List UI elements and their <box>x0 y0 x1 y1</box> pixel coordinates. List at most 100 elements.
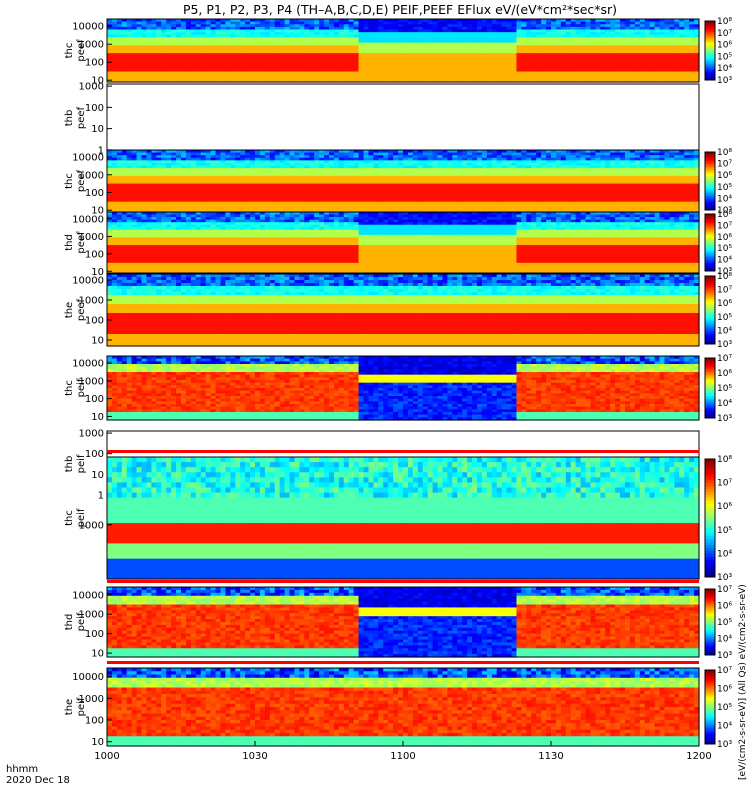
heatmap-cell <box>654 32 661 36</box>
heatmap-cell <box>319 24 325 28</box>
heatmap-cell <box>417 34 424 38</box>
heatmap-cell <box>126 76 133 80</box>
heatmap-cell <box>289 66 296 70</box>
heatmap-cell <box>462 21 468 25</box>
heatmap-cell <box>659 26 666 31</box>
heatmap-cell <box>437 47 444 52</box>
heatmap-cell <box>136 160 143 164</box>
heatmap-cell <box>161 173 167 177</box>
heatmap-cell <box>205 50 212 54</box>
heatmap-cell <box>220 152 226 156</box>
heatmap-cell <box>269 40 276 44</box>
heatmap-cell <box>338 40 345 44</box>
heatmap-cell <box>309 45 315 49</box>
heatmap-cell <box>457 68 463 73</box>
heatmap-cell <box>195 150 202 154</box>
heatmap-cell <box>620 76 626 80</box>
heatmap-cell <box>166 209 172 213</box>
heatmap-cell <box>166 199 172 203</box>
heatmap-cell <box>348 79 355 83</box>
heatmap-cell <box>210 181 217 185</box>
heatmap-cell <box>230 34 236 38</box>
heatmap-cell <box>338 42 345 46</box>
heatmap-cell <box>176 76 182 80</box>
heatmap-cell <box>126 160 133 164</box>
colorbar-cell <box>705 31 715 34</box>
heatmap-cell <box>378 58 384 62</box>
heatmap-cell <box>131 50 138 54</box>
heatmap-cell <box>230 26 236 31</box>
heatmap-cell <box>333 71 340 75</box>
heatmap-cell <box>146 160 152 164</box>
heatmap-cell <box>116 55 123 59</box>
heatmap-cell <box>126 155 133 159</box>
heatmap-cell <box>664 37 670 41</box>
heatmap-cell <box>269 34 276 38</box>
heatmap-cell <box>136 40 143 44</box>
heatmap-cell <box>481 71 488 75</box>
heatmap-cell <box>541 19 547 23</box>
colorbar-cell <box>705 50 715 53</box>
heatmap-cell <box>412 63 419 67</box>
heatmap-cell <box>205 79 212 83</box>
heatmap-cell <box>156 61 162 65</box>
heatmap-cell <box>141 209 148 213</box>
heatmap-cell <box>185 37 192 41</box>
heatmap-cell <box>205 188 212 192</box>
heatmap-cell <box>383 34 389 38</box>
heatmap-cell <box>210 150 217 154</box>
heatmap-cell <box>481 40 488 44</box>
heatmap-cell <box>546 32 552 36</box>
heatmap-cell <box>605 61 611 65</box>
heatmap-cell <box>412 45 419 49</box>
heatmap-cell <box>319 47 325 52</box>
heatmap-cell <box>452 47 458 52</box>
heatmap-cell <box>121 45 128 49</box>
heatmap-cell <box>210 24 217 28</box>
heatmap-cell <box>230 162 236 167</box>
heatmap-cell <box>481 58 488 62</box>
heatmap-cell <box>620 24 626 28</box>
heatmap-cell <box>481 21 488 25</box>
heatmap-cell <box>161 47 167 52</box>
heatmap-cell <box>358 21 365 25</box>
heatmap-cell <box>329 45 335 49</box>
heatmap-cell <box>116 26 123 31</box>
heatmap-cell <box>610 45 616 49</box>
heatmap-cell <box>442 61 448 65</box>
heatmap-cell <box>575 19 582 23</box>
heatmap-cell <box>259 150 266 154</box>
heatmap-cell <box>462 19 468 23</box>
heatmap-cell <box>190 201 197 205</box>
heatmap-cell <box>442 68 448 73</box>
heatmap-cell <box>452 71 458 75</box>
heatmap-cell <box>467 79 473 83</box>
heatmap-cell <box>644 19 651 23</box>
heatmap-cell <box>620 68 626 73</box>
heatmap-cell <box>146 19 152 23</box>
heatmap-cell <box>264 34 271 38</box>
heatmap-cell <box>279 76 286 80</box>
heatmap-cell <box>417 58 424 62</box>
heatmap-cell <box>422 66 429 70</box>
heatmap-cell <box>220 79 226 83</box>
heatmap-cell <box>570 32 577 36</box>
heatmap-cell <box>452 26 458 31</box>
heatmap-cell <box>250 209 256 213</box>
heatmap-cell <box>462 50 468 54</box>
heatmap-cell <box>111 50 118 54</box>
heatmap-cell <box>324 29 330 33</box>
heatmap-cell <box>629 74 636 78</box>
heatmap-cell <box>669 26 675 31</box>
heatmap-cell <box>472 79 478 83</box>
heatmap-cell <box>477 34 483 38</box>
heatmap-cell <box>259 58 266 62</box>
heatmap-cell <box>378 26 384 31</box>
colorbar-cell <box>705 44 715 47</box>
heatmap-cell <box>131 157 138 161</box>
heatmap-cell <box>501 26 508 31</box>
heatmap-cell <box>304 74 310 78</box>
heatmap-cell <box>526 42 532 46</box>
heatmap-cell <box>452 55 458 59</box>
heatmap-cell <box>111 188 118 192</box>
